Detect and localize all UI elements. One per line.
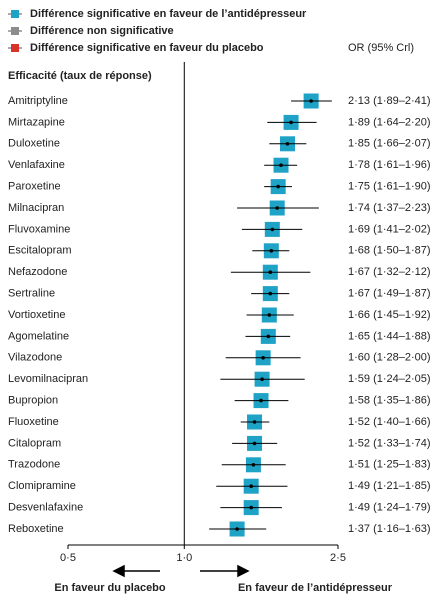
or-point: [259, 398, 263, 403]
row-label: Levomilnacipran: [8, 373, 88, 385]
row-label: Venlafaxine: [8, 159, 65, 171]
row-label: Fluvoxamine: [8, 223, 70, 235]
or-point: [249, 484, 253, 489]
value-label: 1·89 (1·64–2·20): [348, 116, 431, 128]
value-label: 2·13 (1·89–2·41): [348, 95, 431, 107]
row-label: Sertraline: [8, 288, 55, 300]
column-header: OR (95% Crl): [348, 42, 414, 54]
value-label: 1·51 (1·25–1·83): [348, 459, 431, 471]
or-point: [275, 206, 280, 210]
row-label: Amitriptyline: [8, 95, 68, 107]
or-point: [261, 356, 265, 360]
row-label: Clomipramine: [8, 480, 76, 492]
value-label: 1·66 (1·45–1·92): [348, 309, 431, 321]
or-point: [285, 142, 290, 146]
value-label: 1·37 (1·16–1·63): [348, 523, 431, 535]
or-point: [268, 270, 273, 275]
x-tick-label: 1·0: [176, 552, 192, 564]
value-label: 1·68 (1·50–1·87): [348, 245, 431, 257]
row-label: Fluoxetine: [8, 416, 59, 428]
or-point: [252, 420, 257, 424]
or-point: [289, 120, 293, 125]
or-point: [235, 527, 239, 531]
value-label: 1·67 (1·49–1·87): [348, 288, 431, 300]
value-label: 1·58 (1·35–1·86): [348, 395, 431, 407]
value-label: 1·52 (1·33–1·74): [348, 437, 431, 449]
row-label: Reboxetine: [8, 523, 64, 535]
or-point: [279, 163, 283, 167]
row-label: Bupropion: [8, 395, 58, 407]
or-point: [276, 184, 280, 189]
row-label: Trazodone: [8, 459, 60, 471]
or-point: [260, 377, 264, 382]
arrows: [112, 564, 250, 578]
value-label: 1·74 (1·37–2·23): [348, 202, 431, 214]
x-tick-label: 0·5: [60, 552, 76, 564]
or-point: [266, 334, 271, 339]
value-label: 1·52 (1·40–1·66): [348, 416, 431, 428]
or-point: [249, 505, 253, 510]
row-label: Citalopram: [8, 437, 61, 449]
or-point: [267, 313, 272, 317]
or-point: [270, 227, 275, 232]
value-label: 1·69 (1·41–2·02): [348, 223, 431, 235]
or-point: [269, 249, 274, 253]
value-label: 1·49 (1·21–1·85): [348, 480, 431, 492]
legend-swatch: [11, 44, 19, 52]
or-point: [309, 99, 313, 103]
row-label: Vortioxetine: [8, 309, 65, 321]
row-label: Desvenlafaxine: [8, 502, 83, 514]
right-annotation: En faveur de l’antidépresseur: [238, 582, 393, 594]
legend-label: Différence significative en faveur du pl…: [30, 42, 264, 54]
legend-swatch: [11, 10, 19, 18]
row-label: Agomelatine: [8, 330, 69, 342]
legend-swatch: [11, 27, 19, 35]
value-label: 1·65 (1·44–1·88): [348, 330, 431, 342]
or-point: [268, 291, 273, 296]
value-label: 1·60 (1·28–2·00): [348, 352, 431, 364]
row-label: Milnacipran: [8, 202, 64, 214]
chart-title: Efficacité (taux de réponse): [8, 70, 152, 82]
row-label: Escitalopram: [8, 245, 72, 257]
value-label: 1·49 (1·24–1·79): [348, 502, 431, 514]
row-label: Paroxetine: [8, 181, 61, 193]
value-label: 1·59 (1·24–2·05): [348, 373, 431, 385]
value-label: 1·75 (1·61–1·90): [348, 181, 431, 193]
legend-label: Différence significative en faveur de l’…: [30, 8, 307, 20]
value-label: 1·67 (1·32–2·12): [348, 266, 431, 278]
row-label: Duloxetine: [8, 138, 60, 150]
or-point: [252, 441, 257, 446]
left-annotation: En faveur du placebo: [54, 582, 166, 594]
value-label: 1·85 (1·66–2·07): [348, 138, 431, 150]
legend-label: Différence non significative: [30, 25, 174, 37]
value-label: 1·78 (1·61–1·96): [348, 159, 431, 171]
row-label: Nefazodone: [8, 266, 67, 278]
x-tick-label: 2·5: [330, 552, 346, 564]
row-label: Mirtazapine: [8, 116, 65, 128]
or-point: [251, 463, 256, 467]
row-label: Vilazodone: [8, 352, 62, 364]
